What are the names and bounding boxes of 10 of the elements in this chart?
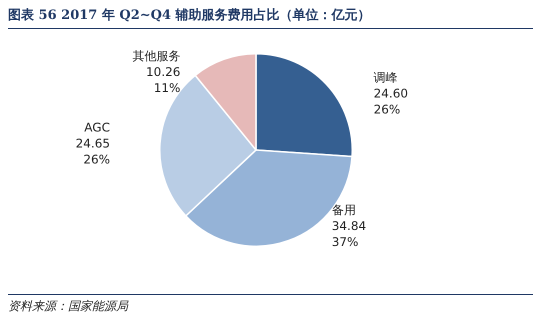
data-label: 10.26 11% (146, 65, 180, 96)
data-label: 24.60 26% (374, 86, 408, 116)
chart-title: 图表 56 2017 年 Q2~Q4 辅助服务费用占比（单位：亿元） (8, 6, 533, 29)
text: 资料来源：国家能源局 (8, 294, 533, 315)
data-label: 34.84 37% (332, 219, 366, 250)
slice-label: 其他服务 (132, 49, 180, 64)
slice-label: AGC (84, 120, 110, 135)
slice-label: 备用 (332, 203, 356, 218)
slice-label: 调峰 (374, 70, 398, 84)
data-label: 24.65 26% (76, 136, 110, 167)
